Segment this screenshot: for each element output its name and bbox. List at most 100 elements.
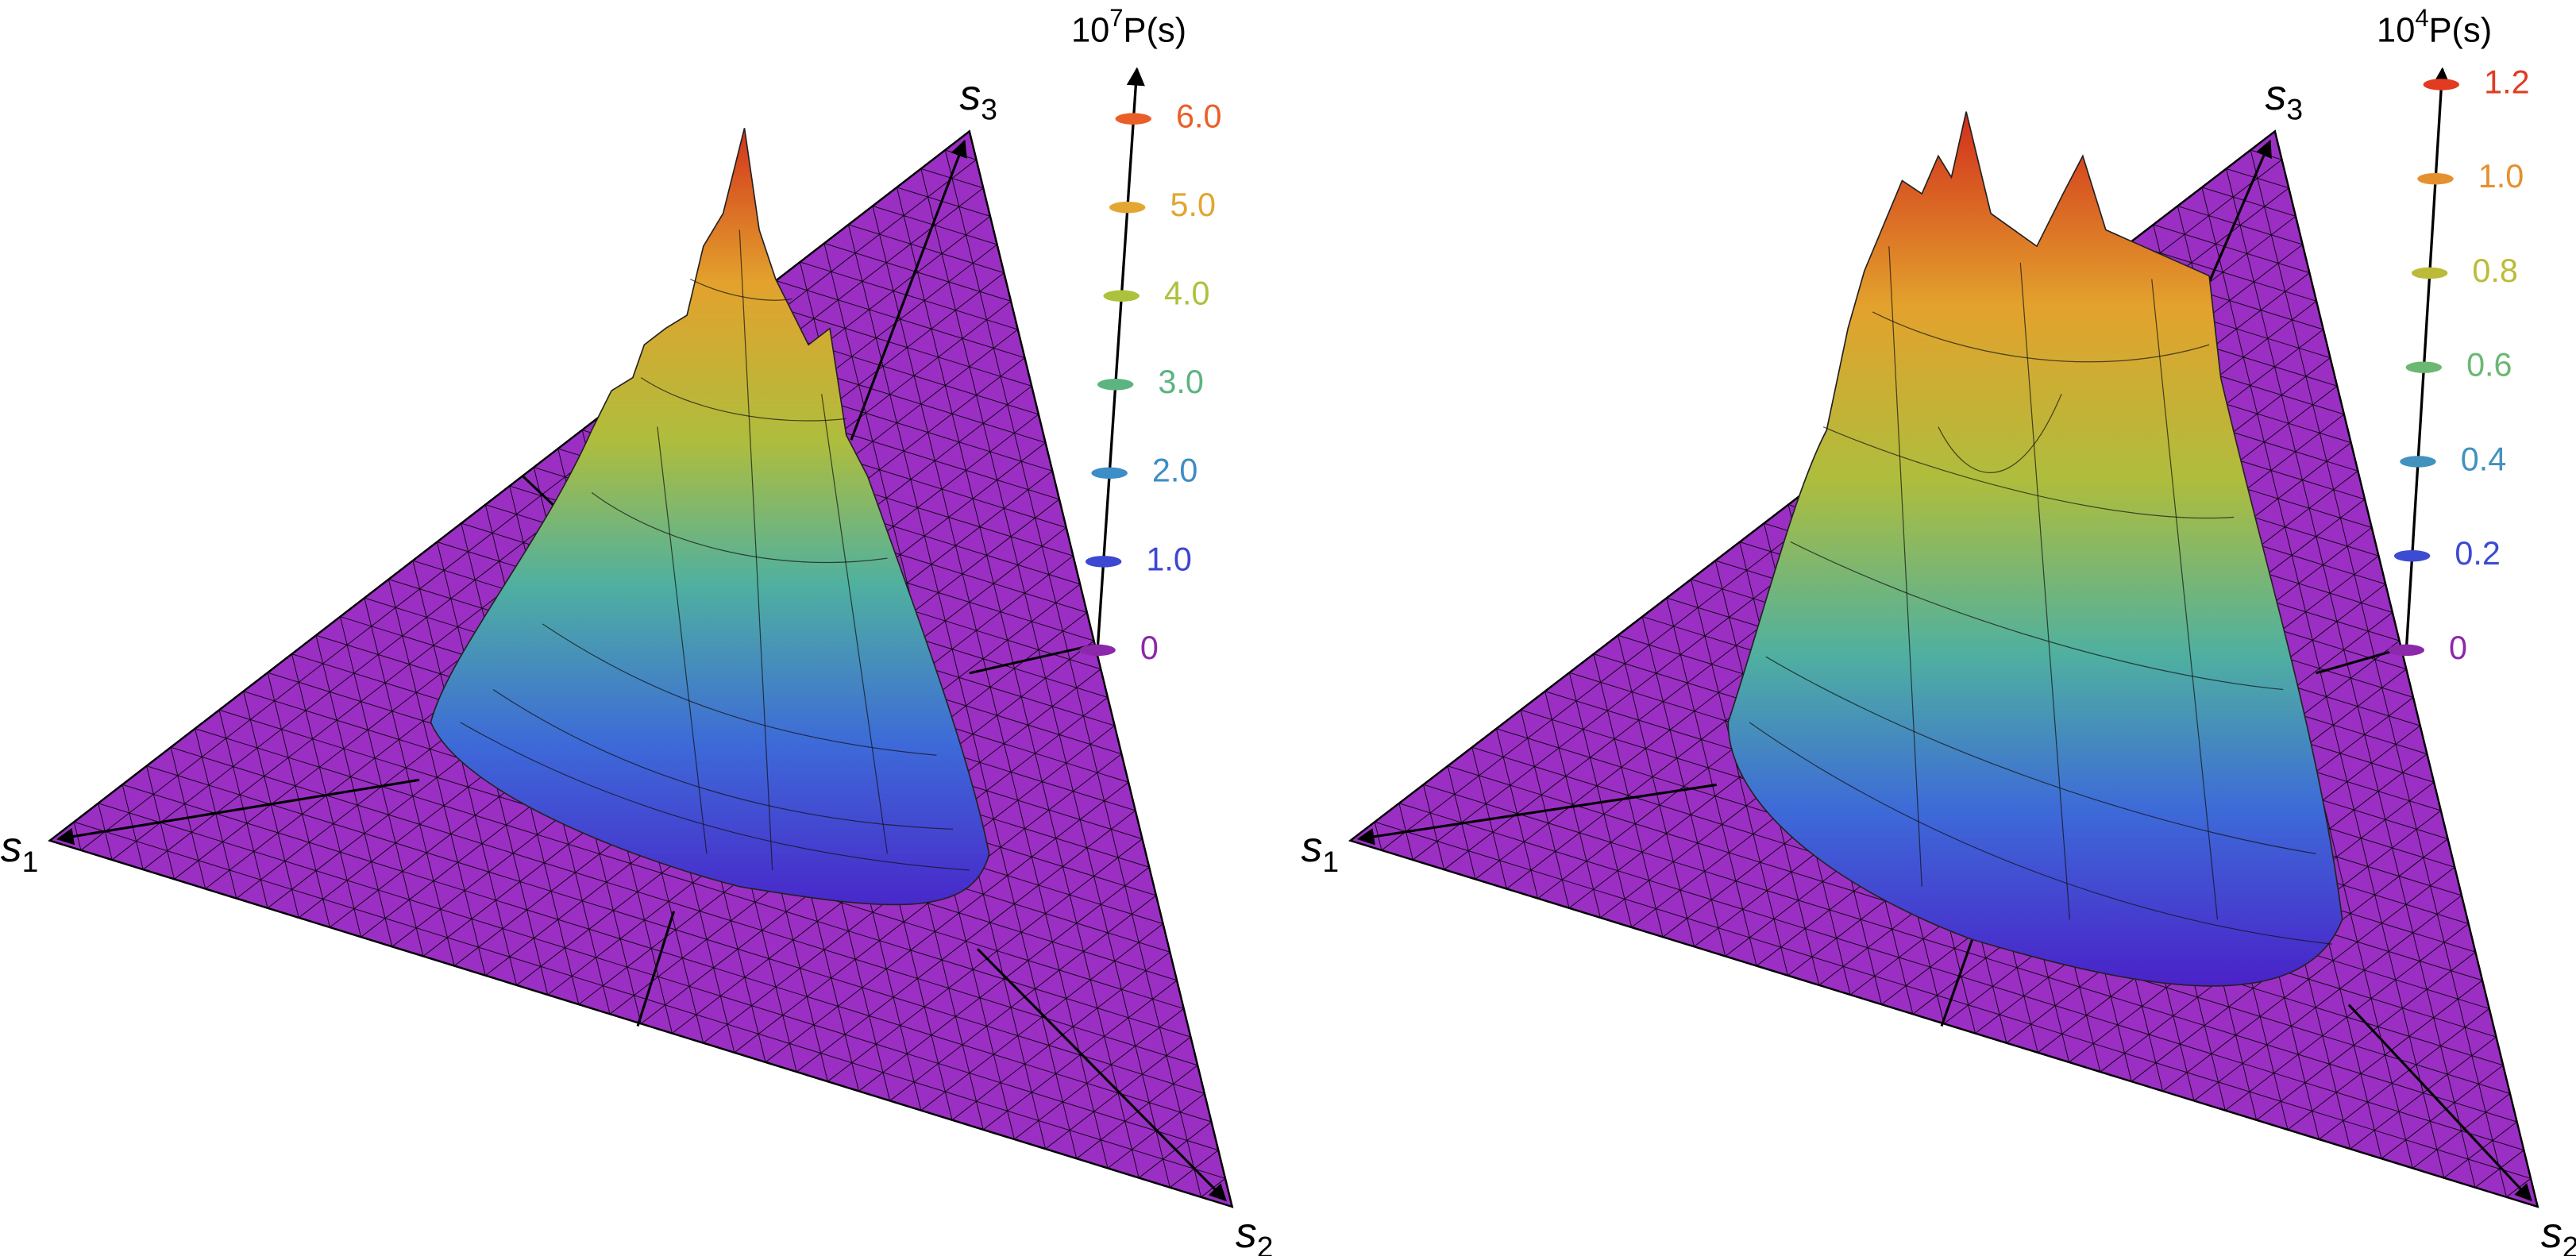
mesh-line bbox=[2153, 224, 2310, 274]
z-tick-label: 0.4 bbox=[2461, 441, 2506, 477]
mesh-line bbox=[847, 224, 1078, 1159]
z-tick-label: 6.0 bbox=[1176, 98, 1221, 135]
vertex-symbol: s bbox=[1301, 823, 1323, 871]
simplex-axis bbox=[1356, 783, 1717, 846]
z-tick-label: 1.2 bbox=[2484, 64, 2529, 100]
z-tick-label: 0 bbox=[1140, 630, 1159, 666]
mesh-line bbox=[827, 838, 1143, 1082]
surface-mesh bbox=[2151, 279, 2219, 920]
vertex-index: 1 bbox=[1322, 845, 1339, 878]
z-exponent: 4 bbox=[2415, 4, 2428, 32]
surface-mesh bbox=[460, 722, 970, 871]
z-tick-label: 0.2 bbox=[2455, 535, 2500, 572]
z-tick-label: 1.0 bbox=[1146, 541, 1191, 577]
simplex-axis bbox=[2347, 1004, 2532, 1202]
z-tick-label: 2.0 bbox=[1152, 453, 1197, 489]
vertex-label: s1 bbox=[1, 823, 39, 877]
vertex-label: s3 bbox=[959, 71, 997, 125]
z-axis bbox=[1096, 67, 1145, 651]
z-tick bbox=[1091, 467, 1128, 480]
mesh-line bbox=[74, 821, 1226, 1179]
mesh-line bbox=[889, 895, 1157, 1101]
mesh-line bbox=[1618, 635, 1695, 947]
z-axis-label: 107P(s) bbox=[1071, 4, 1186, 50]
vertex-index: 2 bbox=[1257, 1231, 1274, 1256]
z-tick bbox=[1079, 644, 1116, 657]
z-tick-label: 5.0 bbox=[1170, 187, 1215, 223]
mesh-line bbox=[2381, 1065, 2504, 1159]
vertex-symbol: s bbox=[1, 823, 22, 871]
z-tick bbox=[1115, 113, 1151, 125]
mesh-line bbox=[2250, 149, 2507, 1197]
mesh-line bbox=[1423, 784, 2517, 1123]
mesh-line bbox=[944, 149, 1202, 1197]
mesh-line bbox=[951, 951, 1170, 1121]
surface-mesh bbox=[821, 394, 889, 854]
axis-stub bbox=[636, 911, 676, 1027]
surface-mesh bbox=[1765, 656, 2316, 854]
z-tick-label: 4.0 bbox=[1164, 275, 1209, 312]
simplex-axis bbox=[56, 778, 420, 846]
z-tick bbox=[2423, 79, 2460, 91]
surface-mesh bbox=[640, 377, 846, 422]
z-tick bbox=[1085, 556, 1122, 568]
z-quantity: P(s) bbox=[1124, 12, 1187, 50]
vertex-label: s3 bbox=[2265, 71, 2303, 125]
mesh-line bbox=[1014, 1008, 1185, 1140]
z-scale: 10 bbox=[2377, 12, 2415, 50]
z-tick-label: 0 bbox=[2449, 630, 2467, 666]
vertex-symbol: s bbox=[2541, 1209, 2563, 1256]
axis-stub bbox=[969, 644, 1093, 675]
z-tick-label: 0.8 bbox=[2472, 252, 2517, 289]
surface-mesh bbox=[492, 689, 954, 830]
vertex-index: 3 bbox=[981, 92, 997, 125]
mesh-line bbox=[2201, 187, 2296, 217]
mesh-line bbox=[800, 261, 1018, 330]
vertex-symbol: s bbox=[1236, 1209, 1257, 1256]
z-axis bbox=[2404, 67, 2451, 651]
axis-stub bbox=[2316, 647, 2402, 675]
vertex-label: s2 bbox=[2541, 1209, 2576, 1256]
mesh-line bbox=[872, 206, 1109, 1169]
surface-mesh bbox=[1888, 246, 1922, 887]
mesh-line bbox=[2226, 168, 2476, 1188]
mesh-line bbox=[751, 299, 1032, 387]
vertex-index: 2 bbox=[2563, 1231, 2576, 1256]
mesh-line bbox=[170, 746, 1198, 1066]
z-tick bbox=[2411, 267, 2448, 279]
surface-mesh bbox=[591, 491, 888, 564]
z-tick bbox=[1097, 379, 1134, 391]
mesh-line bbox=[146, 765, 1205, 1094]
mesh-line bbox=[1520, 710, 1570, 908]
z-tick bbox=[1109, 201, 1146, 214]
mesh-line bbox=[896, 187, 1140, 1178]
z-tick bbox=[1103, 290, 1140, 302]
surface bbox=[1727, 111, 2343, 987]
mesh-line bbox=[1568, 672, 1633, 928]
mesh-line bbox=[412, 561, 517, 985]
surface-mesh bbox=[738, 229, 773, 871]
surface-mesh bbox=[1872, 311, 2210, 363]
mesh-line bbox=[2193, 895, 2462, 1101]
surface-mesh bbox=[542, 623, 937, 756]
mesh-line bbox=[765, 781, 1129, 1063]
mesh-line bbox=[1375, 821, 2532, 1179]
z-scale: 10 bbox=[1071, 12, 1109, 50]
simplex-axis bbox=[977, 948, 1227, 1202]
mesh-line bbox=[80, 159, 977, 851]
z-tick-label: 3.0 bbox=[1158, 364, 1203, 400]
z-tick bbox=[2417, 172, 2454, 185]
mesh-line bbox=[2201, 187, 2445, 1178]
z-tick bbox=[2393, 549, 2431, 562]
mesh-line bbox=[2256, 951, 2476, 1121]
mesh-line bbox=[1666, 598, 1757, 966]
mesh-line bbox=[2443, 1121, 2517, 1178]
surface bbox=[430, 128, 990, 906]
surface-mesh bbox=[1790, 541, 2284, 691]
surface-mesh bbox=[1938, 394, 2062, 473]
mesh-line bbox=[122, 784, 1212, 1123]
